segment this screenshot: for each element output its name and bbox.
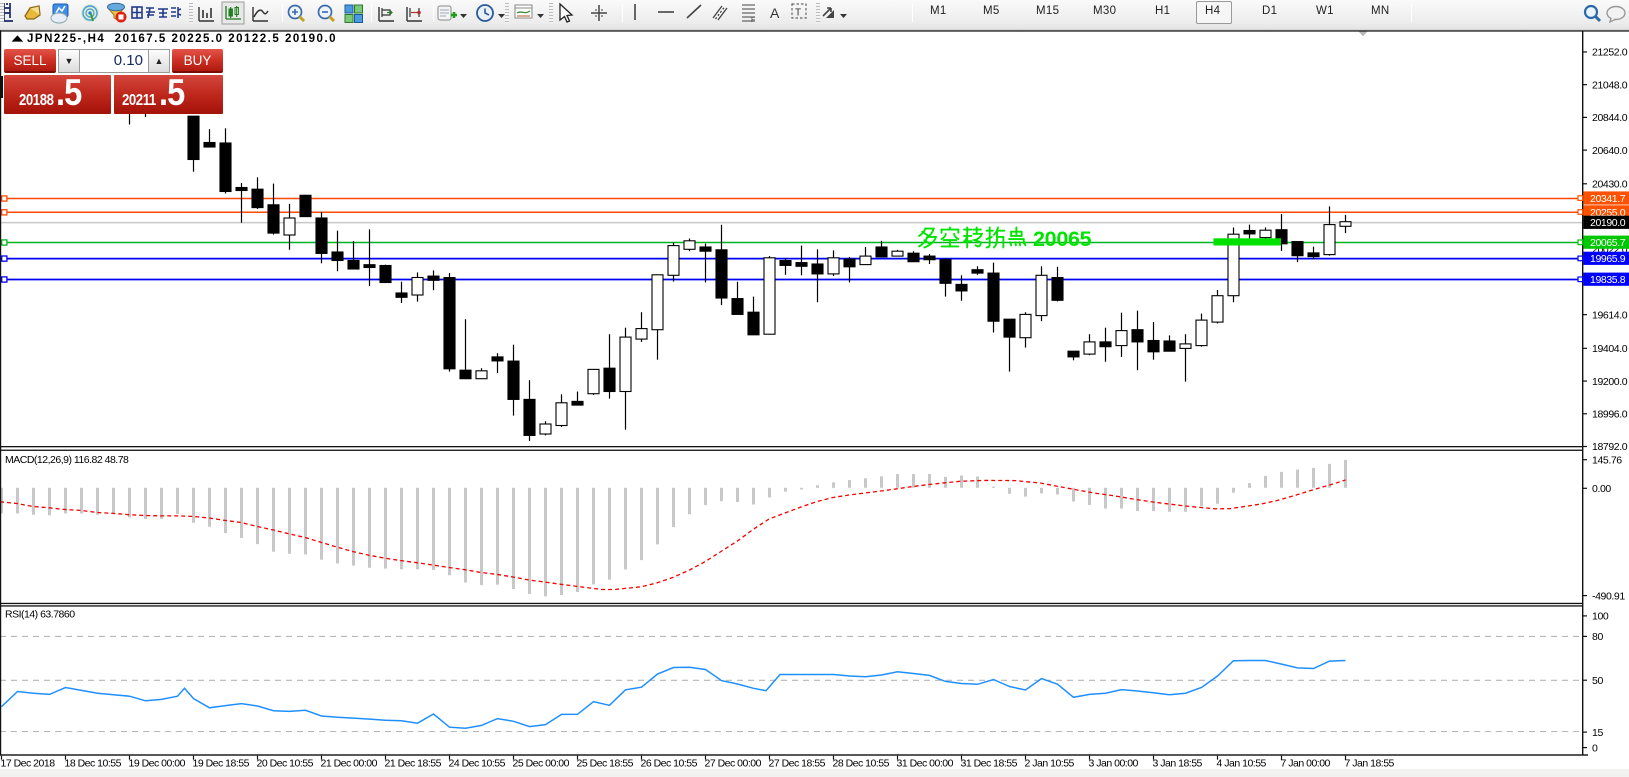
svg-text:20640.0: 20640.0 bbox=[1592, 145, 1628, 157]
svg-text:18996.0: 18996.0 bbox=[1592, 408, 1628, 420]
svg-text:18792.0: 18792.0 bbox=[1592, 441, 1628, 453]
svg-text:0: 0 bbox=[1592, 742, 1598, 754]
svg-text:27 Dec 18:55: 27 Dec 18:55 bbox=[769, 757, 826, 769]
svg-text:31 Dec 18:55: 31 Dec 18:55 bbox=[961, 757, 1018, 769]
svg-text:21048.0: 21048.0 bbox=[1592, 79, 1628, 91]
svg-text:3 Jan 00:00: 3 Jan 00:00 bbox=[1089, 757, 1139, 769]
svg-text:28 Dec 10:55: 28 Dec 10:55 bbox=[833, 757, 890, 769]
svg-text:F: F bbox=[751, 17, 755, 24]
svg-text:JPN225-,H4 20167.5 20225.0 20: JPN225-,H4 20167.5 20225.0 20122.5 20190… bbox=[27, 33, 337, 45]
svg-text:20190.0: 20190.0 bbox=[1590, 217, 1626, 229]
svg-text:20065: 20065 bbox=[1033, 227, 1092, 251]
svg-text:18 Dec 10:55: 18 Dec 10:55 bbox=[65, 757, 122, 769]
svg-text:19404.0: 19404.0 bbox=[1592, 343, 1628, 355]
svg-text:19835.8: 19835.8 bbox=[1590, 274, 1626, 286]
svg-text:19 Dec 00:00: 19 Dec 00:00 bbox=[129, 757, 186, 769]
svg-text:20 Dec 10:55: 20 Dec 10:55 bbox=[257, 757, 314, 769]
svg-text:24 Dec 10:55: 24 Dec 10:55 bbox=[449, 757, 506, 769]
svg-text:25 Dec 18:55: 25 Dec 18:55 bbox=[577, 757, 634, 769]
svg-text:4 Jan 10:55: 4 Jan 10:55 bbox=[1217, 757, 1267, 769]
svg-text:21 Dec 00:00: 21 Dec 00:00 bbox=[321, 757, 378, 769]
svg-text:31 Dec 00:00: 31 Dec 00:00 bbox=[897, 757, 954, 769]
svg-text:20065.7: 20065.7 bbox=[1590, 237, 1626, 249]
svg-text:21 Dec 18:55: 21 Dec 18:55 bbox=[385, 757, 442, 769]
svg-text:21252.0: 21252.0 bbox=[1592, 47, 1628, 59]
svg-text:0.00: 0.00 bbox=[1592, 483, 1611, 495]
svg-text:100: 100 bbox=[1592, 611, 1609, 623]
svg-text:20430.0: 20430.0 bbox=[1592, 178, 1628, 190]
svg-text:20341.7: 20341.7 bbox=[1590, 193, 1626, 205]
svg-text:MACD(12,26,9) 116.82 48.78: MACD(12,26,9) 116.82 48.78 bbox=[5, 454, 129, 466]
svg-text:7 Jan 00:00: 7 Jan 00:00 bbox=[1281, 757, 1331, 769]
svg-text:50: 50 bbox=[1592, 675, 1603, 687]
svg-text:145.76: 145.76 bbox=[1592, 454, 1622, 466]
svg-text:2 Jan 10:55: 2 Jan 10:55 bbox=[1025, 757, 1075, 769]
svg-text:80: 80 bbox=[1592, 631, 1603, 643]
svg-text:15: 15 bbox=[1592, 727, 1603, 739]
svg-text:20844.0: 20844.0 bbox=[1592, 112, 1628, 124]
svg-text:A: A bbox=[770, 5, 780, 21]
svg-text:19965.9: 19965.9 bbox=[1590, 253, 1626, 265]
svg-text:27 Dec 00:00: 27 Dec 00:00 bbox=[705, 757, 762, 769]
svg-text:19 Dec 18:55: 19 Dec 18:55 bbox=[193, 757, 250, 769]
svg-text:T: T bbox=[795, 8, 801, 19]
svg-text:3 Jan 18:55: 3 Jan 18:55 bbox=[1153, 757, 1203, 769]
svg-text:19614.0: 19614.0 bbox=[1592, 309, 1628, 321]
svg-text:17 Dec 2018: 17 Dec 2018 bbox=[1, 757, 56, 769]
svg-text:-490.91: -490.91 bbox=[1592, 590, 1625, 602]
svg-text:7 Jan 18:55: 7 Jan 18:55 bbox=[1345, 757, 1395, 769]
svg-text:RSI(14) 63.7860: RSI(14) 63.7860 bbox=[5, 608, 75, 620]
svg-text:26 Dec 10:55: 26 Dec 10:55 bbox=[641, 757, 698, 769]
svg-text:25 Dec 00:00: 25 Dec 00:00 bbox=[513, 757, 570, 769]
svg-text:19200.0: 19200.0 bbox=[1592, 376, 1628, 388]
